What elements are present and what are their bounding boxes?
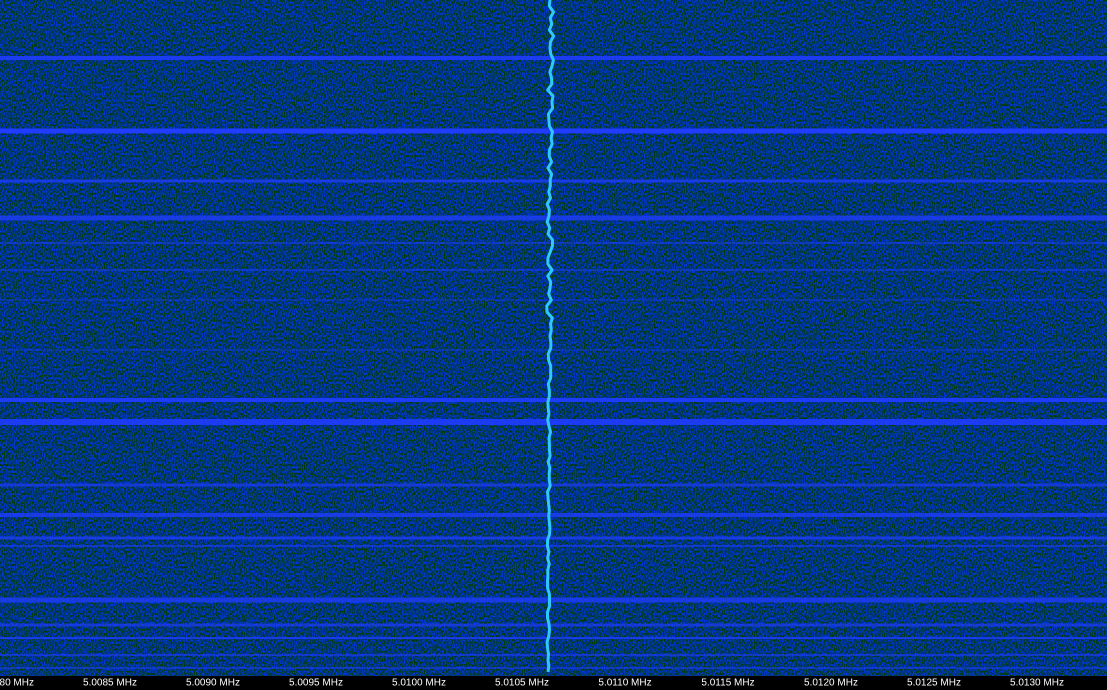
noise-band [0, 545, 1107, 547]
noise-band [0, 654, 1107, 656]
frequency-label: 5.0095 MHz [289, 678, 343, 689]
frequency-labels: 5.0080 MHz 5.0085 MHz 5.0090 MHz 5.0095 MHz… [0, 678, 1064, 689]
frequency-label: 5.0105 MHz [495, 678, 549, 689]
frequency-label: 5.0130 MHz [1010, 678, 1064, 689]
noise-band [0, 667, 1107, 669]
noise-band [0, 419, 1107, 425]
frequency-label: 5.0100 MHz [392, 678, 446, 689]
signal-trace [545, 0, 556, 673]
noise-band [0, 513, 1107, 517]
frequency-axis [0, 676, 1107, 690]
frequency-label: 5.0110 MHz [598, 678, 651, 689]
noise-band [0, 215, 1107, 221]
frequency-label: 5.0090 MHz [186, 678, 240, 689]
frequency-label: 5.0085 MHz [83, 678, 137, 689]
noise-band [0, 299, 1107, 301]
frequency-label: 5.0080 MHz [0, 678, 34, 689]
frequency-label: 5.0125 MHz [907, 678, 961, 689]
noise-band [0, 637, 1107, 639]
waterfall-noise [0, 0, 1107, 676]
noise-band [0, 597, 1107, 603]
frequency-label: 5.0115 MHz [701, 678, 754, 689]
noise-band [0, 483, 1107, 487]
noise-band [0, 179, 1107, 183]
noise-band [0, 349, 1107, 351]
noise-band [0, 536, 1107, 540]
noise-band [0, 623, 1107, 627]
frequency-label: 5.0120 MHz [804, 678, 858, 689]
noise-band [0, 398, 1107, 402]
